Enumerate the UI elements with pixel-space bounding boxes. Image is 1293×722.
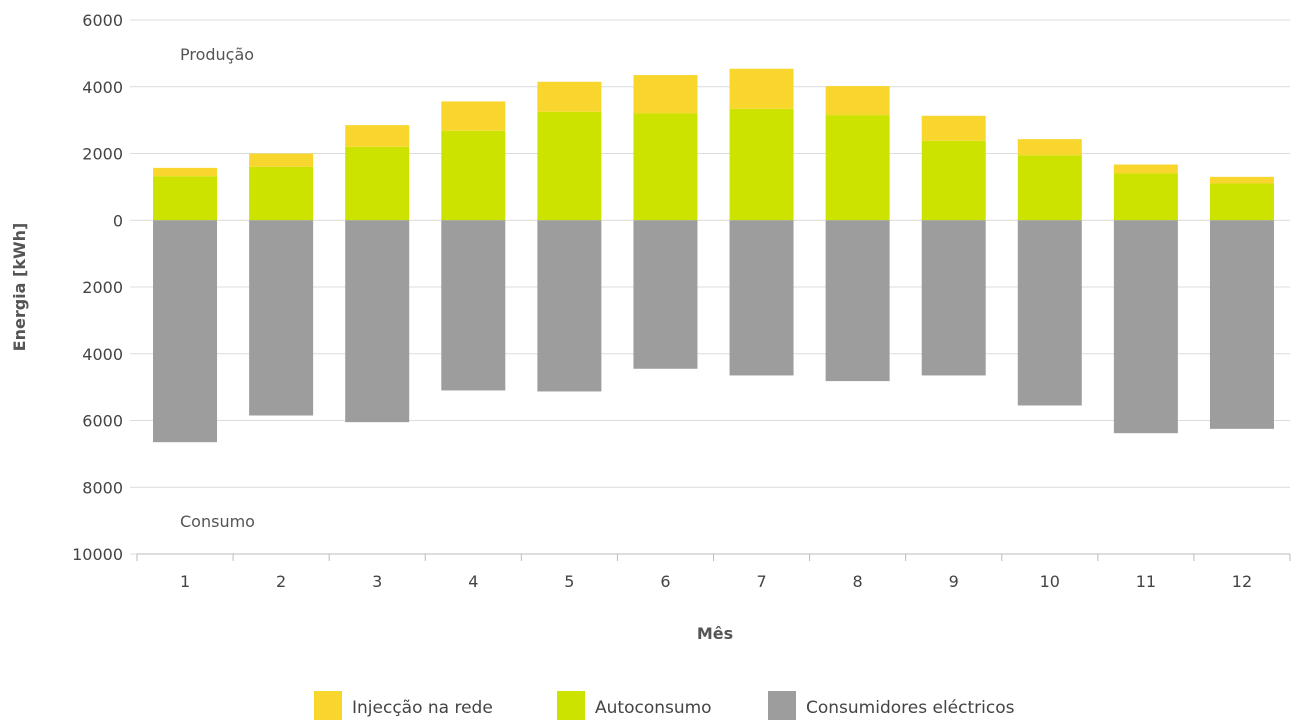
bar-consumidores-el-ctricos-12 (1209, 220, 1274, 429)
x-tick-label: 10 (1040, 572, 1060, 591)
bar-consumidores-el-ctricos-2 (249, 220, 314, 416)
y-tick-label: 2000 (82, 145, 123, 164)
region-label-consumption: Consumo (180, 512, 255, 531)
y-tick-label: 2000 (82, 278, 123, 297)
bar-injec-o-na-rede-3 (345, 125, 410, 147)
bar-injec-o-na-rede-5 (537, 81, 602, 112)
bar-autoconsumo-10 (1017, 155, 1082, 221)
legend-swatch (314, 691, 342, 720)
legend-label: Injecção na rede (352, 698, 493, 718)
legend-swatch (768, 691, 796, 720)
x-axis-tick-labels: 1 2 3 4 5 6 7 8 9 10 11 12 (180, 572, 1252, 591)
bars (153, 68, 1274, 443)
bar-injec-o-na-rede-4 (441, 101, 506, 131)
x-tick-label: 7 (756, 572, 766, 591)
bar-consumidores-el-ctricos-6 (633, 220, 698, 369)
bar-consumidores-el-ctricos-9 (921, 220, 986, 376)
bar-injec-o-na-rede-2 (249, 153, 314, 167)
x-tick-label: 3 (372, 572, 382, 591)
y-tick-label: 0 (113, 211, 123, 230)
bar-injec-o-na-rede-1 (153, 167, 218, 177)
bar-injec-o-na-rede-10 (1017, 139, 1082, 156)
x-tick-label: 8 (853, 572, 863, 591)
x-axis (136, 553, 1291, 561)
bar-consumidores-el-ctricos-5 (537, 220, 602, 392)
y-tick-label: 6000 (82, 412, 123, 431)
bar-consumidores-el-ctricos-1 (153, 220, 218, 443)
bar-autoconsumo-3 (345, 146, 410, 221)
bar-consumidores-el-ctricos-4 (441, 220, 506, 391)
bar-autoconsumo-8 (825, 115, 890, 221)
bar-autoconsumo-11 (1113, 173, 1178, 221)
x-tick-label: 11 (1136, 572, 1156, 591)
bar-consumidores-el-ctricos-7 (729, 220, 794, 376)
legend-swatch (557, 691, 585, 720)
bar-injec-o-na-rede-11 (1113, 164, 1178, 174)
y-axis-title: Energia [kWh] (10, 223, 29, 352)
y-tick-label: 4000 (82, 78, 123, 97)
bar-autoconsumo-12 (1209, 183, 1274, 221)
legend: Injecção na rede Autoconsumo Consumidores … (314, 691, 1015, 720)
bar-consumidores-el-ctricos-11 (1113, 220, 1178, 434)
y-tick-label: 6000 (82, 11, 123, 30)
region-label-production: Produção (180, 45, 254, 64)
x-tick-label: 12 (1232, 572, 1252, 591)
bar-autoconsumo-5 (537, 111, 602, 221)
x-tick-label: 9 (949, 572, 959, 591)
bar-autoconsumo-7 (729, 108, 794, 221)
bar-injec-o-na-rede-8 (825, 86, 890, 116)
bar-consumidores-el-ctricos-3 (345, 220, 410, 423)
legend-label: Consumidores eléctricos (806, 698, 1015, 718)
bar-injec-o-na-rede-6 (633, 75, 698, 114)
bar-injec-o-na-rede-7 (729, 68, 794, 109)
legend-label: Autoconsumo (595, 698, 712, 718)
y-tick-label: 8000 (82, 478, 123, 497)
x-tick-label: 2 (276, 572, 286, 591)
bar-consumidores-el-ctricos-10 (1017, 220, 1082, 406)
x-tick-label: 4 (468, 572, 478, 591)
bar-injec-o-na-rede-9 (921, 115, 986, 141)
x-axis-title: Mês (697, 624, 733, 643)
y-axis-tick-labels: 6000 4000 2000 0 2000 4000 6000 8000 10000 (72, 11, 123, 564)
bar-autoconsumo-2 (249, 166, 314, 221)
x-tick-label: 5 (564, 572, 574, 591)
x-tick-label: 1 (180, 572, 190, 591)
y-tick-label: 4000 (82, 345, 123, 364)
bar-autoconsumo-6 (633, 113, 698, 221)
bar-injec-o-na-rede-12 (1209, 176, 1274, 184)
bar-consumidores-el-ctricos-8 (825, 220, 890, 382)
x-tick-label: 6 (660, 572, 670, 591)
y-tick-label: 10000 (72, 545, 123, 564)
bar-autoconsumo-4 (441, 130, 506, 221)
bar-autoconsumo-1 (153, 176, 218, 221)
bar-autoconsumo-9 (921, 140, 986, 221)
